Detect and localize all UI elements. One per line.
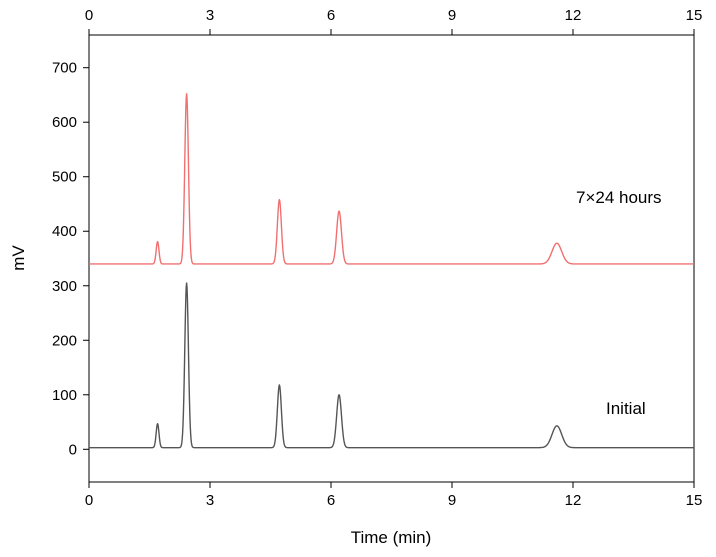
x-tick-label-top: 3 — [206, 7, 214, 24]
x-tick-label-top: 15 — [686, 7, 703, 24]
x-tick-label-bottom: 0 — [85, 492, 93, 509]
annotation-initial: Initial — [606, 399, 646, 418]
y-tick-label: 300 — [52, 278, 77, 295]
series-layer — [88, 93, 695, 449]
x-tick-label-bottom: 12 — [565, 492, 582, 509]
y-tick-label: 200 — [52, 332, 77, 349]
ticks-layer — [83, 29, 695, 488]
x-tick-label-bottom: 15 — [686, 492, 703, 509]
y-tick-label: 500 — [52, 169, 77, 186]
y-tick-label: 400 — [52, 223, 77, 240]
x-tick-label-top: 0 — [85, 7, 93, 24]
y-tick-label: 600 — [52, 114, 77, 131]
x-tick-label-bottom: 3 — [206, 492, 214, 509]
y-tick-label: 0 — [69, 441, 77, 458]
y-axis-title: mV — [9, 245, 28, 271]
x-tick-label-bottom: 6 — [327, 492, 335, 509]
x-tick-label-top: 12 — [565, 7, 582, 24]
x-axis-title: Time (min) — [351, 528, 432, 547]
x-tick-label-bottom: 9 — [448, 492, 456, 509]
y-tick-label: 700 — [52, 60, 77, 77]
annotation-7x24-hours: 7×24 hours — [576, 188, 662, 207]
y-tick-label: 100 — [52, 387, 77, 404]
labels-layer: 0 0 3 3 6 6 9 9 12 12 15 15 0 100 200 300 400 500 600 700 — [52, 7, 702, 509]
series-line-0 — [88, 282, 695, 449]
plot-frame — [88, 34, 695, 483]
x-tick-label-top: 6 — [327, 7, 335, 24]
x-tick-label-top: 9 — [448, 7, 456, 24]
series-line-1 — [88, 93, 695, 265]
